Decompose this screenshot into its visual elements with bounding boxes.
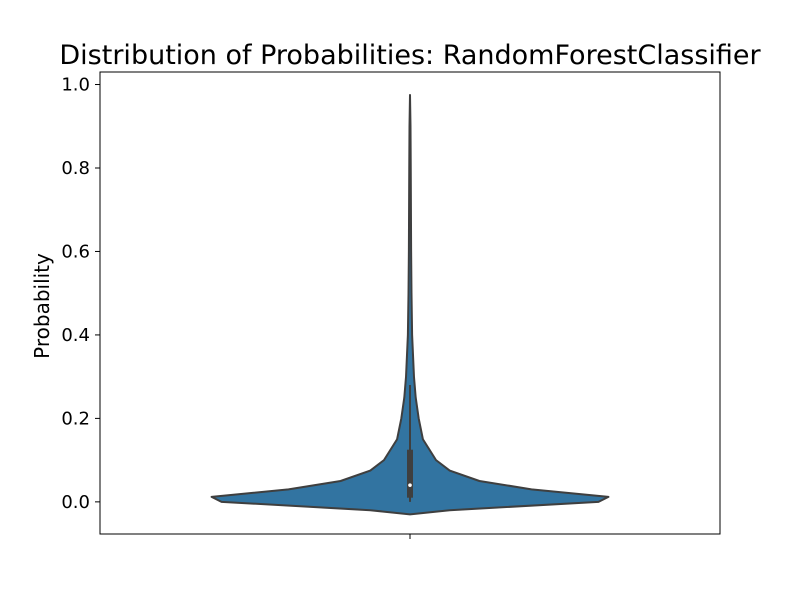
- y-tick-label: 0.2: [61, 408, 90, 429]
- y-tick-label: 0.8: [61, 158, 90, 179]
- y-tick-label: 1.0: [61, 75, 90, 96]
- y-tick-label: 0.6: [61, 241, 90, 262]
- chart-title: Distribution of Probabilities: RandomFor…: [59, 40, 761, 71]
- y-axis-label: Probability: [30, 253, 54, 359]
- violin-body: [210, 93, 610, 516]
- violin-iqr-box: [407, 449, 413, 498]
- violin-median-marker: [408, 483, 412, 487]
- y-axis: 0.0 0.2 0.4 0.6 0.8 1.0: [61, 75, 411, 539]
- y-tick-label: 0.0: [61, 492, 90, 513]
- plot-area: [210, 93, 610, 516]
- y-tick-label: 0.4: [61, 325, 90, 346]
